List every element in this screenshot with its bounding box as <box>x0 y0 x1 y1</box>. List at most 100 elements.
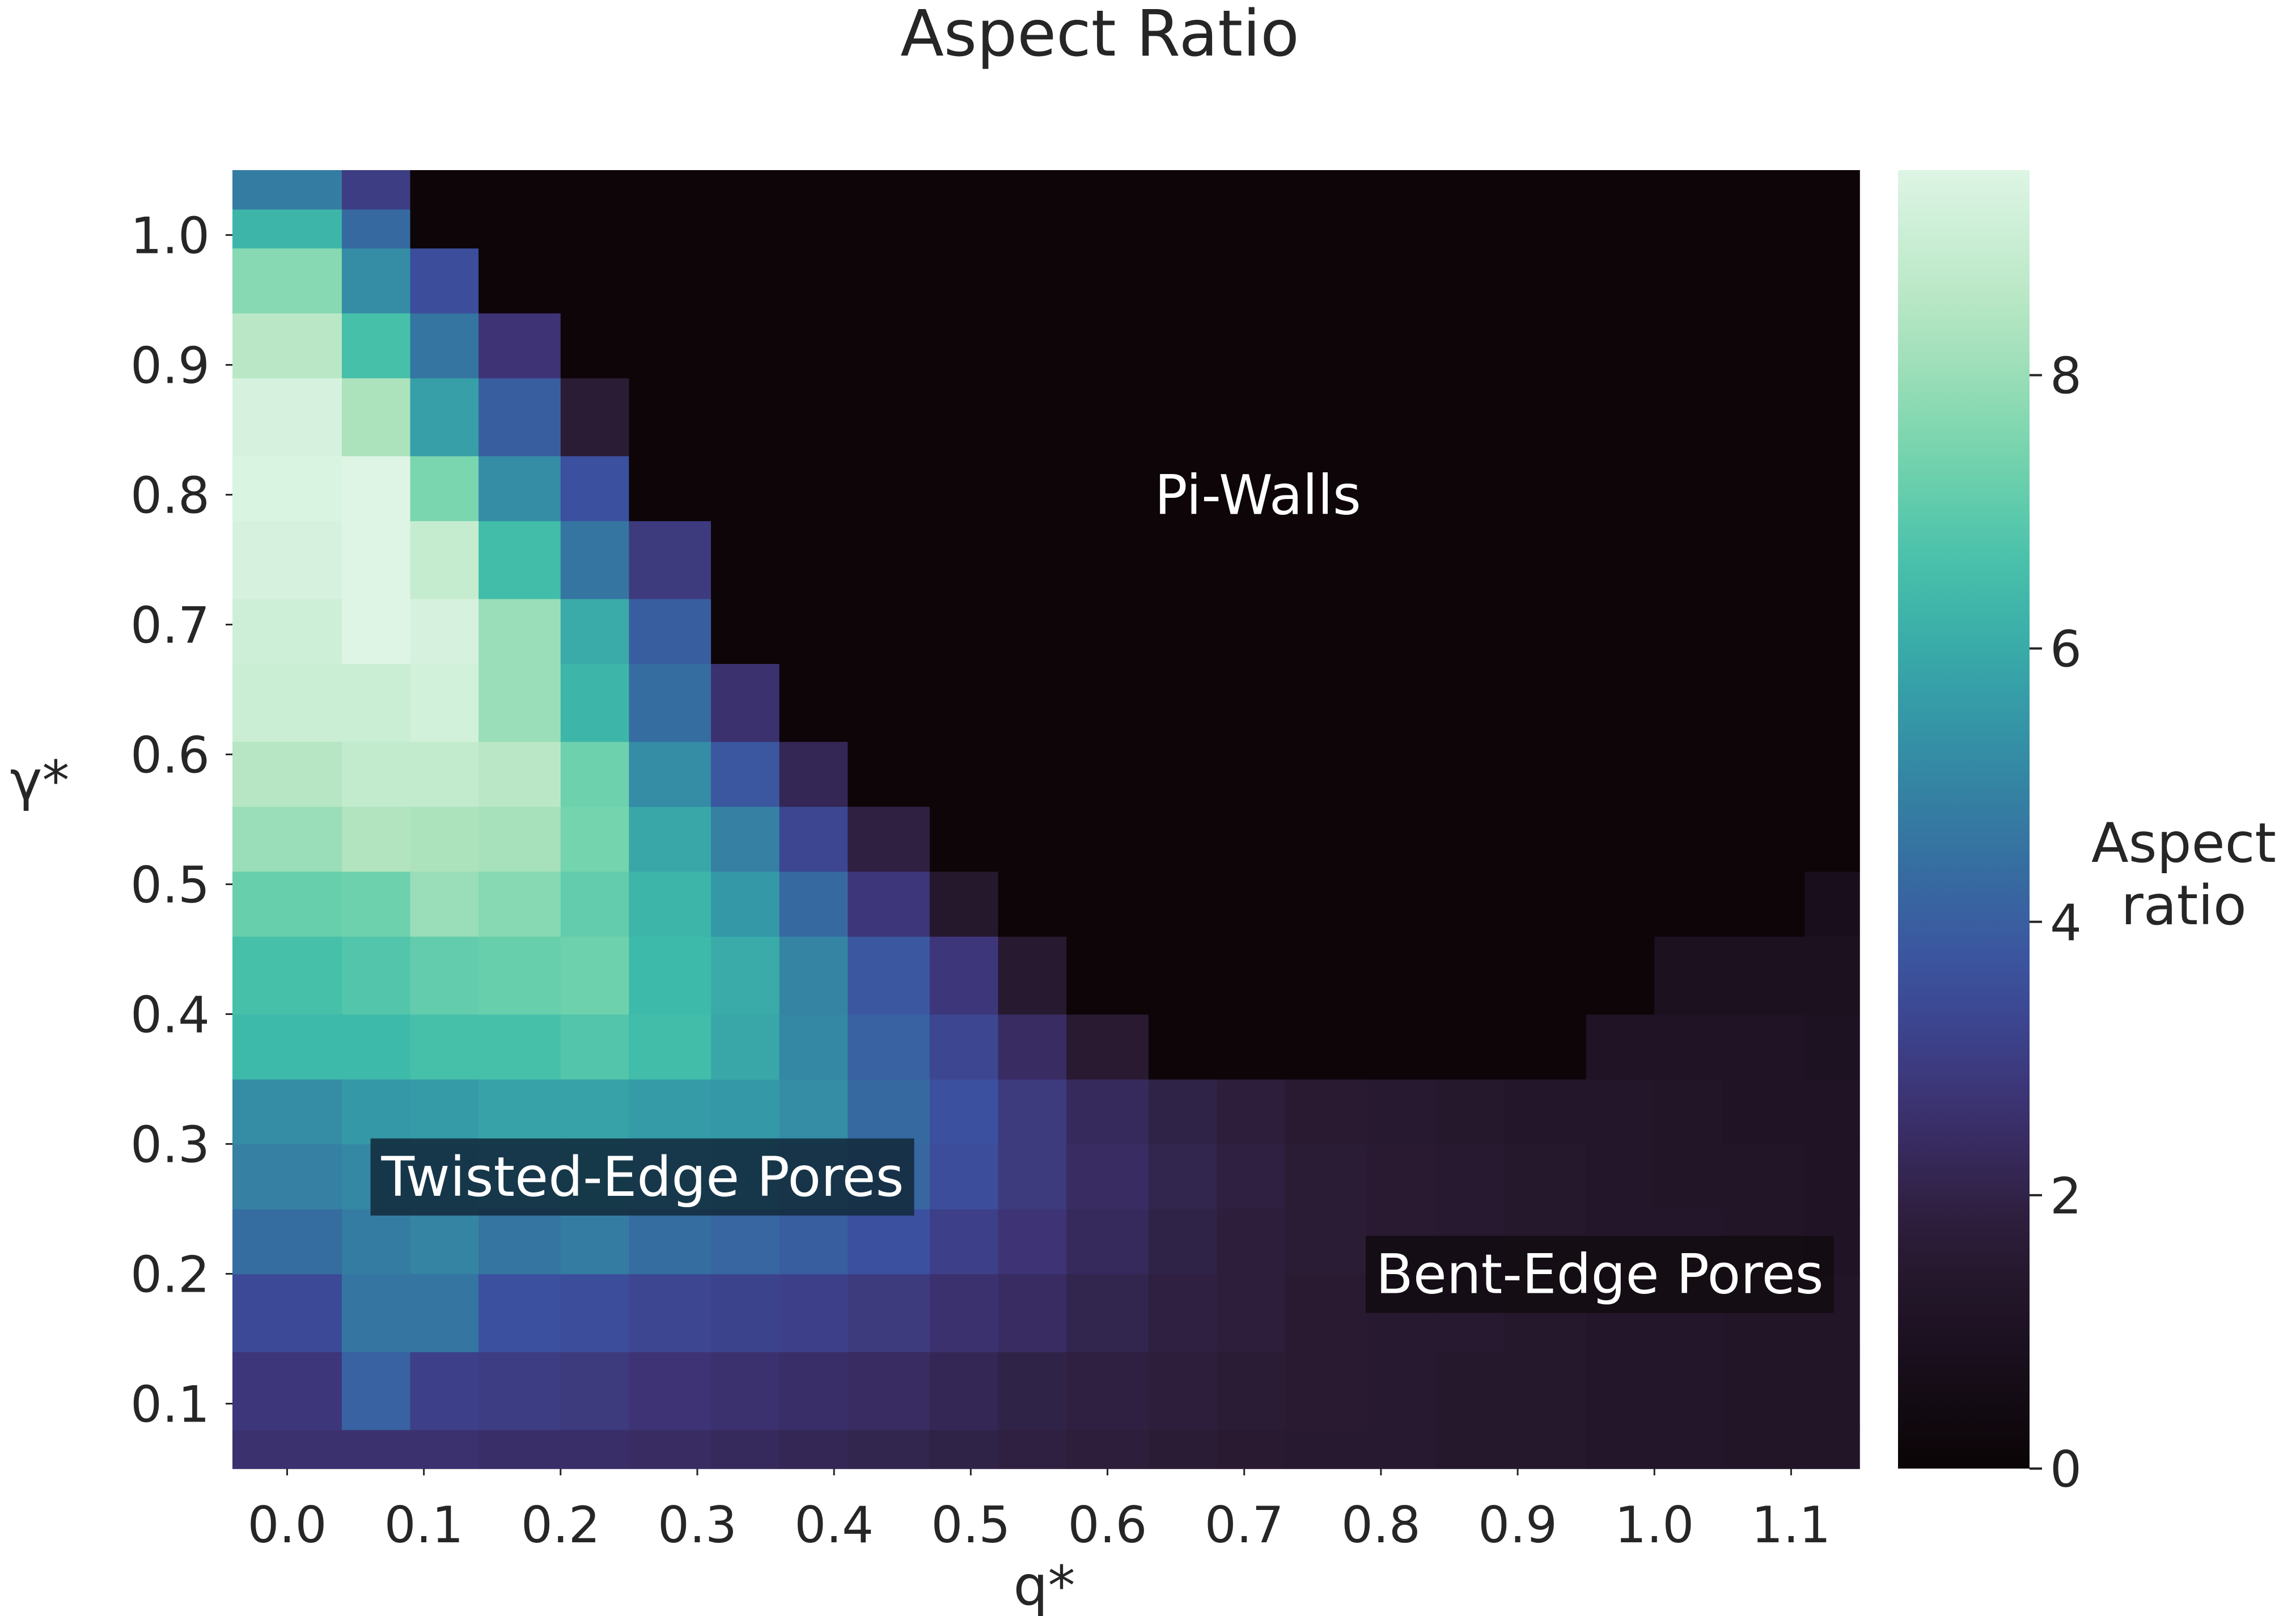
heatmap-cell <box>930 1351 999 1431</box>
heatmap-cell <box>930 170 999 872</box>
heatmap-cell <box>232 598 342 664</box>
x-axis-label: q* <box>1014 1554 1075 1616</box>
heatmap-cell <box>629 1274 711 1352</box>
x-tick-label: 0.5 <box>931 1496 1010 1554</box>
heatmap-cell <box>341 871 411 937</box>
heatmap-cell <box>711 741 780 807</box>
y-axis-ticks: 1.0 0.9 0.8 0.7 0.6 0.5 0.4 0.3 0.2 0.1 <box>130 207 232 1434</box>
heatmap-cell <box>1217 1351 1286 1431</box>
heatmap-cell <box>410 1274 479 1352</box>
heatmap-cell <box>629 598 711 664</box>
heatmap-cell <box>629 1351 711 1431</box>
heatmap-cell <box>1654 936 1723 1015</box>
heatmap-cell <box>711 1274 780 1352</box>
heatmap-cell <box>1586 1429 1655 1469</box>
heatmap-cell <box>1285 1274 1368 1352</box>
heatmap-cell <box>478 521 561 599</box>
heatmap-cell <box>930 1014 999 1080</box>
heatmap-cell <box>1285 1209 1368 1275</box>
heatmap-cell <box>1066 1144 1149 1209</box>
annotation-box <box>1365 1236 1834 1313</box>
heatmap-cell <box>560 871 630 937</box>
heatmap-cell <box>629 1014 711 1080</box>
x-tick-label: 1.1 <box>1751 1496 1831 1554</box>
heatmap-cell <box>848 871 930 937</box>
annotation: Twisted-Edge Pores <box>370 1138 914 1216</box>
colorbar-tick-label: 6 <box>2050 620 2082 679</box>
heatmap-cell <box>341 378 411 456</box>
heatmap-cell <box>848 1209 930 1275</box>
heatmap-cell <box>410 1351 479 1431</box>
heatmap-cell <box>1654 1014 1723 1080</box>
heatmap-cell <box>1804 936 1860 1015</box>
heatmap-cell <box>410 1079 479 1145</box>
heatmap-cell <box>1285 1351 1368 1431</box>
heatmap-cell <box>341 248 411 314</box>
heatmap-cell <box>410 248 479 314</box>
heatmap-cell <box>629 170 711 522</box>
colorbar-tick-label: 4 <box>2050 894 2082 952</box>
heatmap-cell <box>232 521 342 599</box>
heatmap-cell <box>341 1429 411 1469</box>
heatmap-cell <box>341 209 411 249</box>
heatmap-cell <box>341 170 411 210</box>
heatmap-cell <box>410 1014 479 1080</box>
heatmap-cell <box>629 806 711 872</box>
heatmap-cell <box>779 1209 849 1275</box>
x-tick-label: 0.3 <box>658 1496 737 1554</box>
x-tick-label: 0.8 <box>1341 1496 1421 1554</box>
heatmap-cell <box>779 806 849 872</box>
heatmap-cell <box>1722 1014 1806 1080</box>
heatmap-cell <box>478 378 561 456</box>
heatmap-cell <box>1066 1209 1149 1275</box>
heatmap-cell <box>998 1144 1067 1209</box>
heatmap-cell <box>998 1274 1067 1352</box>
heatmap-cell <box>1066 1351 1149 1431</box>
heatmap-cell <box>560 1209 630 1275</box>
heatmap-cell <box>1654 1429 1723 1469</box>
heatmap-cell <box>998 1079 1067 1145</box>
heatmap-cell <box>1066 1274 1149 1352</box>
heatmap-cell <box>341 806 411 872</box>
heatmap-cell <box>1066 1429 1149 1469</box>
heatmap-cell <box>478 1351 561 1431</box>
annotation: Bent-Edge Pores <box>1365 1236 1834 1313</box>
heatmap-cell <box>341 1209 411 1275</box>
y-tick-label: 0.2 <box>130 1246 210 1304</box>
heatmap-cell <box>341 521 411 599</box>
heatmap-cell <box>1148 1079 1218 1145</box>
heatmap-cell <box>232 209 342 249</box>
heatmap-cell <box>560 741 630 807</box>
heatmap-cell <box>1367 1079 1437 1145</box>
heatmap-cell <box>779 1079 849 1145</box>
heatmap-cell <box>1654 1144 1723 1209</box>
heatmap-cell <box>1217 1144 1286 1209</box>
heatmap-cell <box>232 1079 342 1145</box>
y-tick-label: 0.1 <box>130 1376 210 1434</box>
heatmap-cell <box>711 1351 780 1431</box>
heatmap-cell <box>410 378 479 456</box>
heatmap-cell <box>1804 170 1860 872</box>
y-tick-label: 0.8 <box>130 467 210 525</box>
y-tick-label: 0.3 <box>130 1116 210 1174</box>
heatmap-cell <box>410 521 479 599</box>
heatmap-cell <box>1217 1429 1286 1469</box>
heatmap-cell <box>1435 1429 1505 1469</box>
heatmap-cell <box>1148 170 1218 1080</box>
heatmap-cell <box>629 1209 711 1275</box>
heatmap-cell <box>410 1209 479 1275</box>
heatmap-cell <box>341 1014 411 1080</box>
y-tick-label: 0.5 <box>130 856 210 915</box>
heatmap-cell <box>1066 1014 1149 1080</box>
heatmap-cell <box>848 1351 930 1431</box>
y-tick-label: 0.9 <box>130 337 210 395</box>
heatmap-cell <box>998 1429 1067 1469</box>
heatmap-cell <box>232 1209 342 1275</box>
heatmap-cell <box>560 598 630 664</box>
heatmap-cell <box>1217 1079 1286 1145</box>
x-tick-label: 0.6 <box>1068 1496 1147 1554</box>
heatmap-cell <box>848 170 930 807</box>
heatmap-cell <box>1654 1079 1723 1145</box>
annotations: Pi-Walls Twisted-Edge Pores Bent-Edge Pore… <box>370 464 1834 1313</box>
heatmap-cell <box>1503 1079 1587 1145</box>
